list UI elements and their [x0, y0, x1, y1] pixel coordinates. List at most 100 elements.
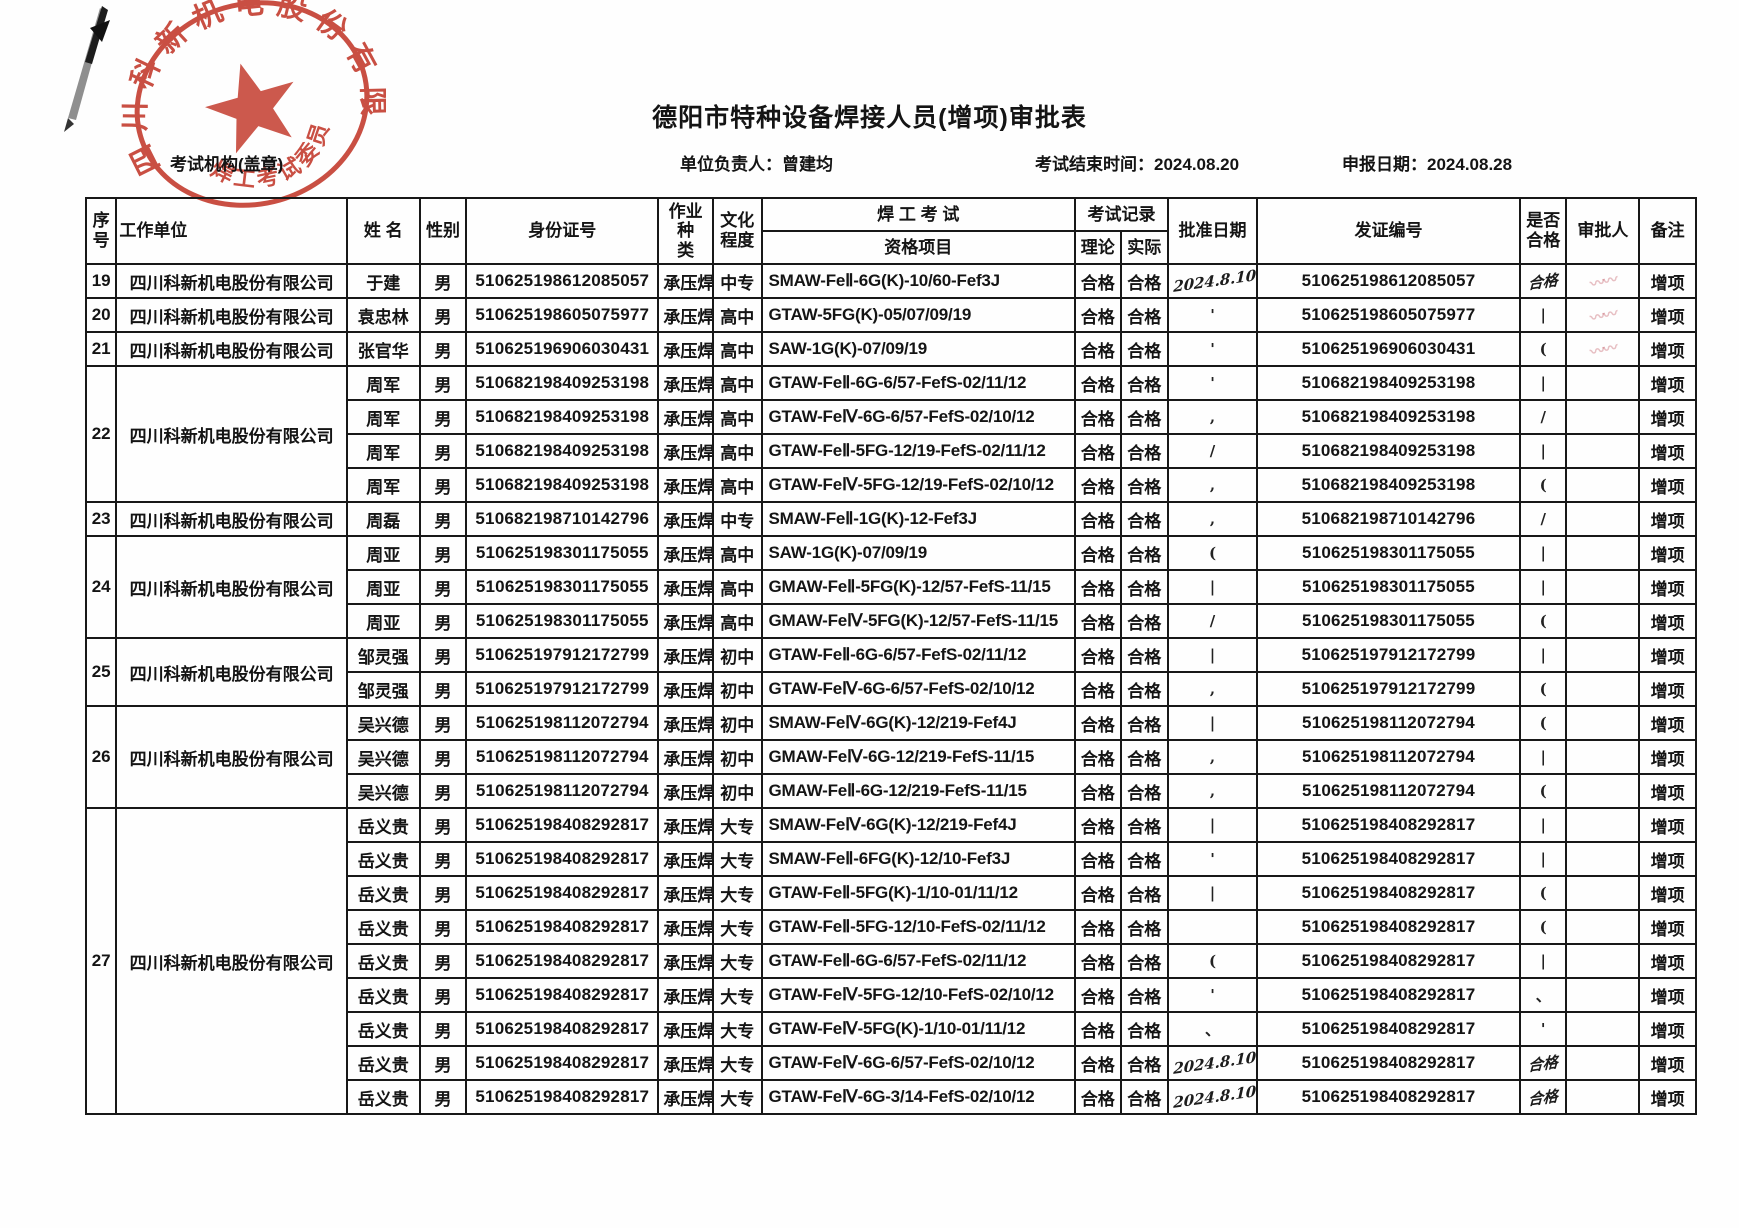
cell-seq: 22 — [84, 365, 118, 503]
cell-approver — [1565, 1045, 1641, 1081]
cell-education: 高中 — [711, 569, 763, 605]
cell-gender: 男 — [418, 773, 468, 809]
cell-remark: 增项 — [1638, 841, 1697, 877]
cell-gender: 男 — [418, 263, 468, 299]
cell-approver — [1565, 977, 1641, 1013]
qualified-mark: | — [1540, 578, 1546, 596]
cell-qual-item: GTAW-FeⅡ-6G-6/57-FefS-02/11/12 — [760, 637, 1076, 673]
cell-approve-date: | — [1167, 637, 1259, 673]
cell-name: 岳义贵 — [345, 807, 421, 843]
cell-qual-item: GTAW-FeⅡ-5FG-12/10-FefS-02/11/12 — [760, 909, 1076, 945]
cell-practice: 合格 — [1119, 331, 1170, 367]
cell-gender: 男 — [418, 399, 468, 435]
cell-seq: 23 — [84, 501, 118, 537]
qualified-mark: ( — [1539, 680, 1547, 698]
approval-table: 序号 工作单位 姓 名 性别 身份证号 作业种 类 文化 程度 焊 工 考 试 … — [84, 197, 1697, 1115]
table-row: 岳义贵男 510625198408292817 承压焊 大专 GTAW-FeⅡ-5FG-… — [86, 909, 1697, 945]
cell-approver — [1565, 841, 1641, 877]
header-company: 工作单位 — [115, 197, 348, 265]
table-row: 岳义贵男 510625198408292817 承压焊 大专 SMAW-FeⅡ-6FG(… — [86, 841, 1697, 877]
cell-theory: 合格 — [1074, 807, 1122, 843]
cell-education: 高中 — [711, 603, 763, 639]
cell-practice: 合格 — [1119, 535, 1170, 571]
cell-education: 大专 — [711, 875, 763, 911]
table-row: 邹灵强男 510625197912172799 承压焊 初中 GTAW-FeⅣ-6G-6… — [86, 671, 1697, 707]
cell-qual-item: GMAW-FeⅣ-6G-12/219-FefS-11/15 — [760, 739, 1076, 775]
approve-date-mark: | — [1209, 714, 1216, 732]
cell-qualified: ( — [1518, 603, 1568, 639]
cell-id: 510625198605075977 — [465, 297, 660, 333]
table-row: 岳义贵男 510625198408292817 承压焊 大专 GTAW-FeⅣ-5FG(… — [86, 1011, 1697, 1047]
cell-seq: 24 — [84, 535, 118, 639]
cell-qualified: ( — [1518, 773, 1568, 809]
approve-date-mark: ( — [1208, 952, 1217, 970]
cell-company: 四川科新机电股份有限公司 — [115, 637, 348, 707]
cell-qual-item: GTAW-FeⅣ-6G-6/57-FefS-02/10/12 — [760, 671, 1076, 707]
qualified-mark: ( — [1539, 884, 1547, 902]
cell-cert-no: 510682198409253198 — [1256, 365, 1521, 401]
approver-signature-scribble: 〰〰 — [1588, 270, 1618, 293]
cell-cert-no: 510625198408292817 — [1256, 1011, 1521, 1047]
cell-gender: 男 — [418, 705, 468, 741]
cell-job-type: 承压焊 — [657, 807, 714, 843]
approve-date-mark: , — [1209, 680, 1216, 698]
cell-job-type: 承压焊 — [657, 467, 714, 503]
table-row: 27 四川科新机电股份有限公司 岳义贵男 510625198408292817 承压焊大… — [84, 807, 1697, 1115]
cell-cert-no: 510682198409253198 — [1256, 399, 1521, 435]
cell-id: 510682198409253198 — [465, 399, 660, 435]
qualified-mark: 合格 — [1528, 1086, 1559, 1109]
header-approver: 审批人 — [1565, 197, 1641, 265]
cell-approve-date: , — [1167, 501, 1259, 537]
unit-manager-value: 曾建均 — [782, 155, 833, 174]
approve-date-mark: ' — [1210, 850, 1215, 868]
cell-id: 510625198408292817 — [465, 875, 660, 911]
cell-education: 大专 — [711, 943, 763, 979]
qualified-mark: | — [1540, 374, 1546, 392]
cell-company: 四川科新机电股份有限公司 — [115, 297, 348, 333]
cell-practice: 合格 — [1119, 637, 1170, 673]
cell-remark: 增项 — [1638, 1011, 1697, 1047]
cell-id: 510625198112072794 — [465, 773, 660, 809]
cell-id: 510625198112072794 — [465, 739, 660, 775]
cell-gender: 男 — [418, 365, 468, 401]
header-qualified: 是否 合格 — [1518, 197, 1568, 265]
header-id: 身份证号 — [465, 197, 660, 265]
cell-qual-item: GTAW-FeⅣ-6G-3/14-FefS-02/10/12 — [760, 1079, 1076, 1115]
cell-gender: 男 — [418, 1079, 468, 1115]
table-row: 岳义贵男 510625198408292817 承压焊 大专 GTAW-FeⅣ-5FG-… — [86, 977, 1697, 1013]
cell-remark: 增项 — [1638, 739, 1697, 775]
cell-qualified: | — [1518, 739, 1568, 775]
cell-qual-item: GTAW-FeⅣ-6G-6/57-FefS-02/10/12 — [760, 399, 1076, 435]
qualified-mark: 、 — [1535, 986, 1551, 1005]
cell-education: 中专 — [711, 501, 763, 537]
cell-practice: 合格 — [1119, 263, 1170, 299]
cell-name: 袁忠林 — [345, 297, 421, 333]
cell-job-type: 承压焊 — [657, 433, 714, 469]
cell-job-type: 承压焊 — [657, 705, 714, 741]
table-row: 周亚男 510625198301175055 承压焊 高中 GMAW-FeⅡ-5FG(K… — [86, 569, 1697, 605]
cell-approver — [1565, 399, 1641, 435]
cell-education: 初中 — [711, 773, 763, 809]
cell-job-type: 承压焊 — [657, 977, 714, 1013]
cell-theory: 合格 — [1074, 535, 1122, 571]
cell-job-type: 承压焊 — [657, 399, 714, 435]
declare-date-value: 2024.08.28 — [1427, 155, 1513, 174]
cell-id: 510625198408292817 — [465, 943, 660, 979]
cell-approve-date: ' — [1167, 977, 1259, 1013]
cell-gender: 男 — [418, 331, 468, 367]
cell-name: 周军 — [345, 467, 421, 503]
cell-cert-no: 510625197912172799 — [1256, 637, 1521, 673]
page-title: 德阳市特种设备焊接人员(增项)审批表 — [652, 104, 1087, 132]
cell-name: 岳义贵 — [345, 977, 421, 1013]
cell-gender: 男 — [418, 943, 468, 979]
cell-education: 高中 — [711, 365, 763, 401]
cell-education: 大专 — [711, 841, 763, 877]
cell-approve-date: | — [1167, 705, 1259, 741]
cell-practice: 合格 — [1119, 739, 1170, 775]
qualified-mark: / — [1540, 408, 1546, 426]
cell-qualified: | — [1518, 841, 1568, 877]
cell-gender: 男 — [418, 807, 468, 843]
approve-date-mark: | — [1209, 646, 1216, 664]
approve-date-mark: , — [1209, 476, 1216, 494]
cell-job-type: 承压焊 — [657, 943, 714, 979]
